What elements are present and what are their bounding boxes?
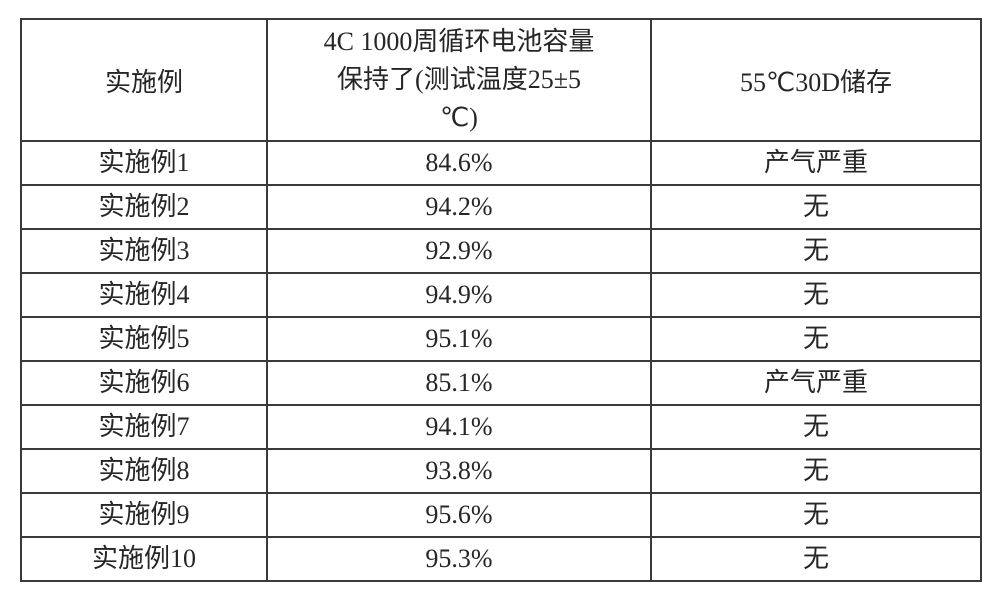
cell-retention: 92.9% xyxy=(267,229,651,273)
table-row: 实施例9 95.6% 无 xyxy=(21,493,981,537)
cell-name: 实施例9 xyxy=(21,493,267,537)
cell-name: 实施例2 xyxy=(21,185,267,229)
cell-name: 实施例4 xyxy=(21,273,267,317)
cell-storage: 无 xyxy=(651,229,981,273)
table-row: 实施例5 95.1% 无 xyxy=(21,317,981,361)
col-header-retention-line1: 4C 1000周循环电池容量 xyxy=(268,23,650,61)
cell-retention: 95.3% xyxy=(267,537,651,581)
cell-retention: 94.1% xyxy=(267,405,651,449)
cell-retention: 93.8% xyxy=(267,449,651,493)
cell-storage: 无 xyxy=(651,493,981,537)
cell-retention: 94.9% xyxy=(267,273,651,317)
data-table: 实施例 4C 1000周循环电池容量 保持了(测试温度25±5 ℃) 55℃30… xyxy=(20,18,982,582)
table-row: 实施例8 93.8% 无 xyxy=(21,449,981,493)
cell-storage: 产气严重 xyxy=(651,141,981,185)
cell-storage: 无 xyxy=(651,317,981,361)
cell-retention: 85.1% xyxy=(267,361,651,405)
cell-retention: 84.6% xyxy=(267,141,651,185)
cell-retention: 95.1% xyxy=(267,317,651,361)
table-row: 实施例10 95.3% 无 xyxy=(21,537,981,581)
col-header-example: 实施例 xyxy=(21,19,267,141)
table-row: 实施例4 94.9% 无 xyxy=(21,273,981,317)
table-row: 实施例3 92.9% 无 xyxy=(21,229,981,273)
table-row: 实施例7 94.1% 无 xyxy=(21,405,981,449)
cell-storage: 无 xyxy=(651,537,981,581)
col-header-retention: 4C 1000周循环电池容量 保持了(测试温度25±5 ℃) xyxy=(267,19,651,141)
cell-name: 实施例1 xyxy=(21,141,267,185)
cell-storage: 无 xyxy=(651,405,981,449)
cell-name: 实施例5 xyxy=(21,317,267,361)
cell-retention: 95.6% xyxy=(267,493,651,537)
cell-name: 实施例7 xyxy=(21,405,267,449)
cell-name: 实施例3 xyxy=(21,229,267,273)
cell-storage: 无 xyxy=(651,185,981,229)
col-header-retention-line2: 保持了(测试温度25±5 xyxy=(268,61,650,99)
cell-storage: 无 xyxy=(651,449,981,493)
col-header-storage: 55℃30D储存 xyxy=(651,19,981,141)
cell-name: 实施例10 xyxy=(21,537,267,581)
table-header-row: 实施例 4C 1000周循环电池容量 保持了(测试温度25±5 ℃) 55℃30… xyxy=(21,19,981,141)
col-header-retention-line3: ℃) xyxy=(268,99,650,137)
table-row: 实施例6 85.1% 产气严重 xyxy=(21,361,981,405)
cell-storage: 无 xyxy=(651,273,981,317)
table-container: 实施例 4C 1000周循环电池容量 保持了(测试温度25±5 ℃) 55℃30… xyxy=(0,0,1000,589)
cell-retention: 94.2% xyxy=(267,185,651,229)
cell-name: 实施例6 xyxy=(21,361,267,405)
cell-storage: 产气严重 xyxy=(651,361,981,405)
table-row: 实施例1 84.6% 产气严重 xyxy=(21,141,981,185)
table-row: 实施例2 94.2% 无 xyxy=(21,185,981,229)
cell-name: 实施例8 xyxy=(21,449,267,493)
